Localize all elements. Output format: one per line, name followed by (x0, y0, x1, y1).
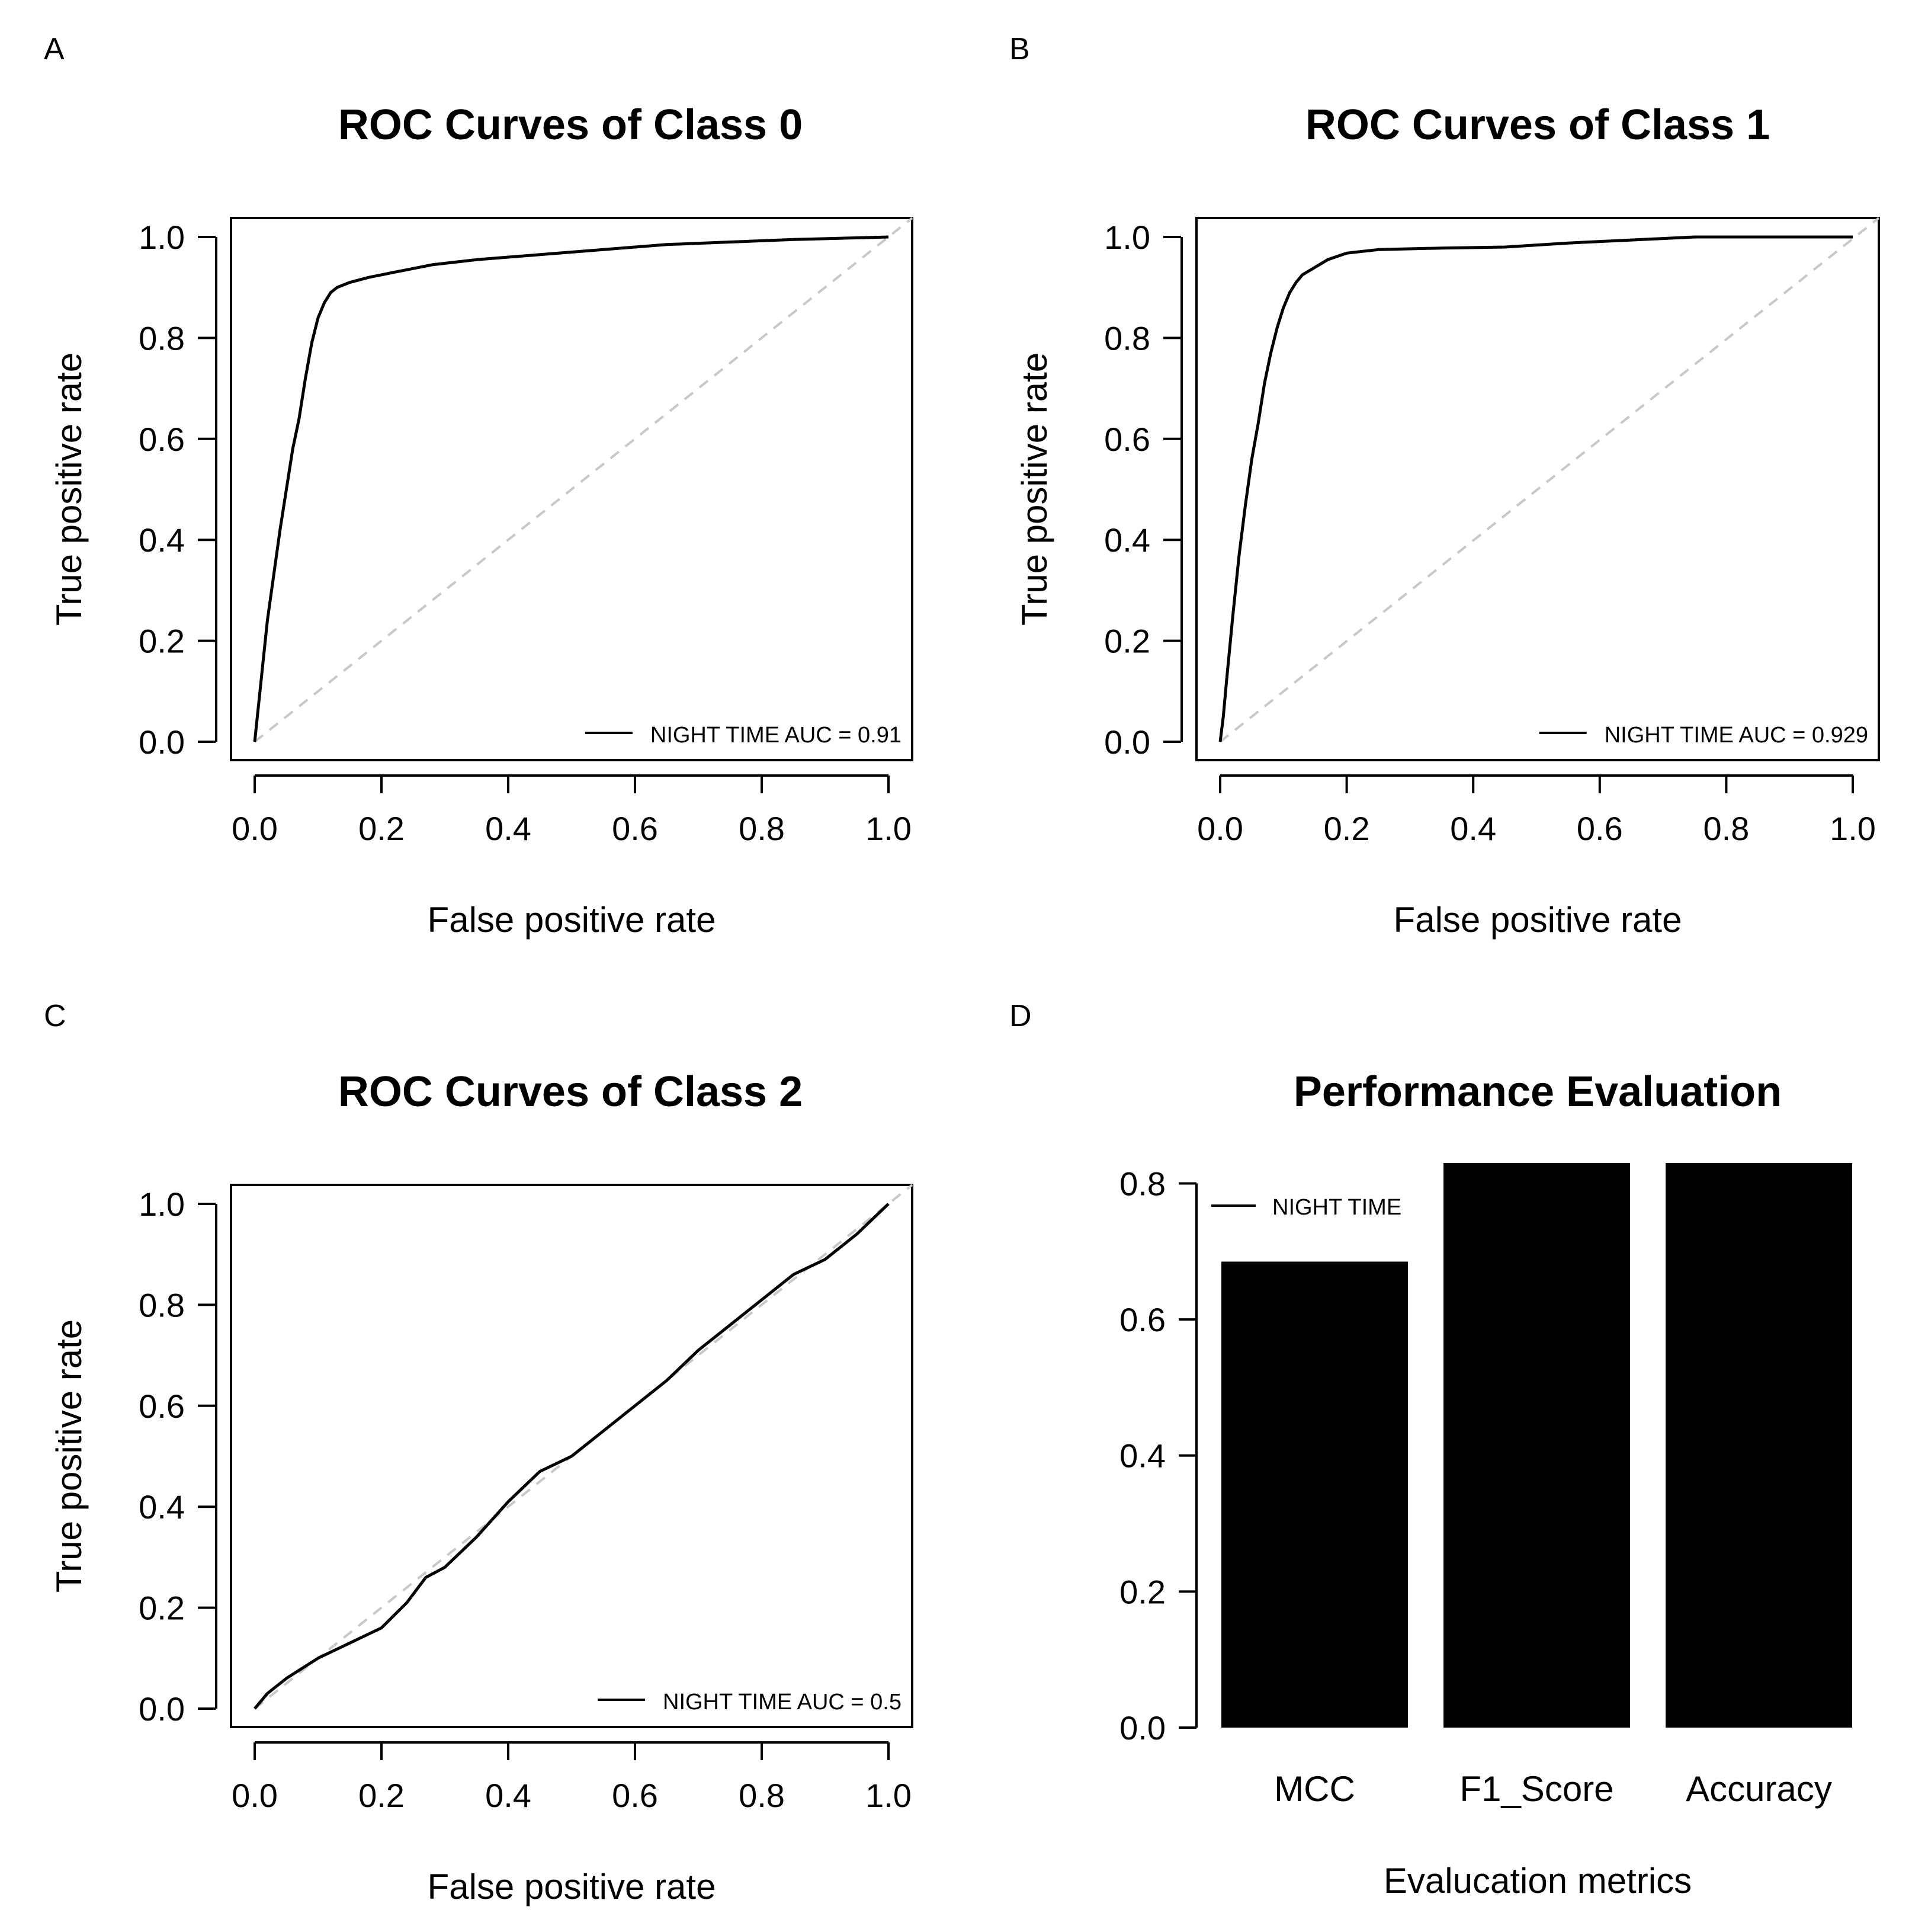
roc-curve-line-b (1218, 235, 1853, 742)
panel-a: A ROC Curves of Class 0 0.0 0.2 0.4 0.6 0.8 1… (44, 32, 913, 940)
panel-label-d: D (1009, 999, 1032, 1033)
panel-label-a: A (44, 32, 65, 66)
legend-label-a: NIGHT TIME AUC = 0.91 (650, 723, 902, 748)
bar-f1-score (1443, 1163, 1630, 1728)
panel-label-c: C (44, 999, 66, 1033)
roc-curve-line-a (253, 235, 889, 742)
chart-title-c: ROC Curves of Class 2 (338, 1068, 803, 1116)
reference-diagonal-b (1219, 217, 1880, 743)
x-tick-label-c: 0.2 (358, 1777, 405, 1814)
y-tick-label-c: 1.0 (139, 1186, 185, 1223)
x-tick-label-a: 0.6 (612, 810, 658, 847)
bar-mcc (1221, 1261, 1408, 1728)
category-label-f1-score: F1_Score (1459, 1769, 1613, 1809)
bar-accuracy (1666, 1163, 1852, 1728)
roc-curve-line-c (254, 1203, 890, 1710)
reference-diagonal-a (254, 217, 913, 743)
x-tick-label-c: 0.4 (485, 1777, 531, 1814)
y-tick-label-d: 0.0 (1119, 1709, 1166, 1747)
chart-title-d: Performance Evaluation (1294, 1068, 1782, 1116)
panel-b: B ROC Curves of Class 1 0.0 0.2 0.4 0.6 0.8 1… (1009, 32, 1880, 940)
y-tick-label-c: 0.6 (139, 1388, 185, 1425)
x-axis-title-a: False positive rate (428, 900, 716, 940)
x-axis-title-b: False positive rate (1394, 900, 1682, 940)
y-tick-label-d: 0.4 (1119, 1437, 1166, 1475)
x-axis-title-c: False positive rate (428, 1867, 716, 1907)
y-tick-label-c: 0.8 (139, 1286, 185, 1324)
y-tick-label-d: 0.6 (1119, 1301, 1166, 1338)
x-tick-label-b: 0.2 (1324, 810, 1370, 847)
chart-title-b: ROC Curves of Class 1 (1305, 101, 1770, 149)
panel-d: D Performance Evaluation 0.0 0.2 0.4 0.6 0.8… (1009, 999, 1852, 1901)
y-tick-label-b: 1.0 (1104, 219, 1150, 256)
x-tick-label-a: 0.2 (358, 810, 405, 847)
x-tick-label-c: 1.0 (865, 1777, 912, 1814)
y-tick-label-b: 0.2 (1104, 623, 1150, 660)
x-tick-label-a: 0.4 (485, 810, 531, 847)
x-tick-label-b: 1.0 (1830, 810, 1876, 847)
plot-frame-c (230, 1184, 913, 1728)
plot-frame-a (230, 217, 913, 761)
legend-label-b: NIGHT TIME AUC = 0.929 (1605, 723, 1868, 748)
x-tick-label-c: 0.0 (232, 1777, 278, 1814)
x-tick-label-c: 0.6 (612, 1777, 658, 1814)
legend-label-c: NIGHT TIME AUC = 0.5 (663, 1690, 902, 1715)
plot-frame-b (1195, 217, 1880, 761)
x-tick-label-b: 0.4 (1450, 810, 1496, 847)
x-tick-label-c: 0.8 (739, 1777, 785, 1814)
y-axis-title-b: True positive rate (1015, 353, 1054, 626)
y-axis-title-c: True positive rate (49, 1319, 89, 1593)
y-axis-title-a: True positive rate (49, 353, 89, 626)
y-tick-label-b: 0.0 (1104, 723, 1150, 761)
y-tick-label-a: 0.6 (139, 421, 185, 458)
x-tick-label-a: 1.0 (865, 810, 912, 847)
y-tick-label-d: 0.2 (1119, 1573, 1166, 1610)
y-tick-label-c: 0.0 (139, 1690, 185, 1728)
x-axis-title-d: Evalucation metrics (1384, 1861, 1692, 1901)
x-tick-label-b: 0.6 (1577, 810, 1623, 847)
y-tick-label-c: 0.4 (139, 1488, 185, 1526)
y-tick-label-b: 0.4 (1104, 521, 1150, 559)
y-tick-label-a: 0.4 (139, 521, 185, 559)
x-tick-label-b: 0.8 (1703, 810, 1749, 847)
x-tick-label-a: 0.0 (232, 810, 278, 847)
y-tick-label-b: 0.8 (1104, 319, 1150, 357)
x-tick-label-a: 0.8 (739, 810, 785, 847)
y-tick-label-a: 1.0 (139, 219, 185, 256)
y-tick-label-a: 0.2 (139, 623, 185, 660)
legend-label-d: NIGHT TIME (1272, 1195, 1401, 1220)
y-tick-label-a: 0.8 (139, 319, 185, 357)
panel-label-b: B (1009, 32, 1030, 66)
category-label-accuracy: Accuracy (1686, 1769, 1832, 1809)
chart-title-a: ROC Curves of Class 0 (338, 101, 803, 149)
y-tick-label-d: 0.8 (1119, 1165, 1166, 1202)
panel-c: C ROC Curves of Class 2 0.0 0.2 0.4 0.6 0.8 1… (44, 999, 913, 1907)
x-tick-label-b: 0.0 (1197, 810, 1243, 847)
y-tick-label-b: 0.6 (1104, 421, 1150, 458)
y-tick-label-c: 0.2 (139, 1590, 185, 1627)
category-label-mcc: MCC (1274, 1769, 1355, 1809)
y-tick-label-a: 0.0 (139, 723, 185, 761)
